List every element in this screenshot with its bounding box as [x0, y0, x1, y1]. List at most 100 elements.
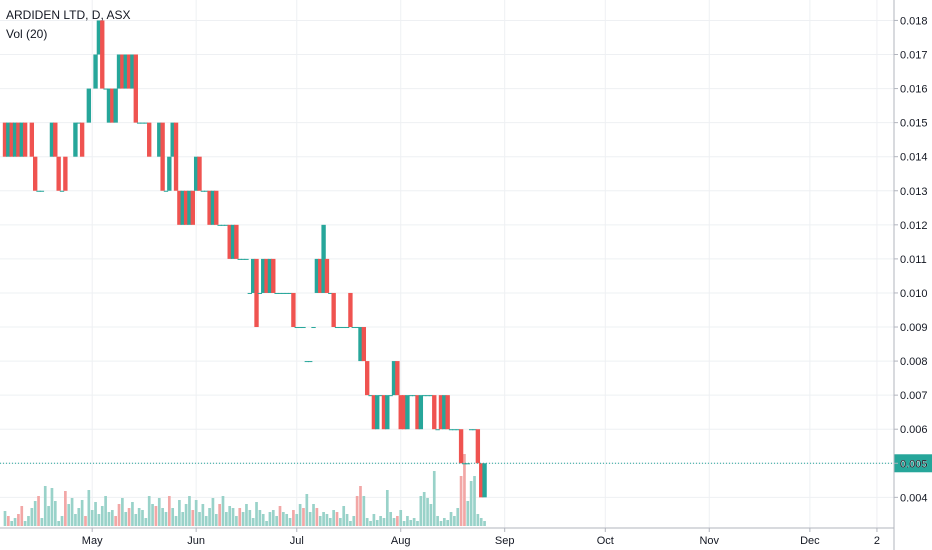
volume-bar [204, 516, 208, 526]
volume-bar [74, 514, 77, 526]
x-tick-label: Nov [699, 535, 719, 547]
candle [351, 327, 356, 329]
volume-bar [302, 508, 305, 526]
candle [224, 224, 229, 226]
candle [110, 88, 115, 123]
volume-bar [396, 516, 399, 526]
volume-bar [446, 520, 450, 526]
volume-bar [77, 508, 81, 526]
candle [177, 190, 182, 225]
volume-bar [308, 512, 312, 526]
candle [193, 156, 199, 191]
volume-bar [241, 512, 245, 526]
volume-bar [3, 511, 7, 526]
candle [9, 122, 14, 157]
candle [341, 327, 346, 329]
y-tick-label: 0.012 [900, 220, 928, 232]
volume-bar [228, 506, 232, 526]
volume-bar [449, 512, 453, 526]
candle [287, 292, 293, 294]
candle [140, 122, 145, 124]
volume-bar [97, 514, 101, 526]
volume-bar [385, 490, 389, 526]
candle [133, 54, 138, 123]
candle [455, 429, 460, 431]
volume-bar [359, 486, 362, 526]
price-axis[interactable]: 0.004 0.005 0.006 0.007 0.008 0.009 0.010 0.011… [893, 0, 928, 550]
volume-bar [305, 494, 309, 526]
candle [29, 122, 35, 157]
candle [180, 190, 185, 225]
volume-bar [282, 512, 285, 526]
candle [250, 258, 256, 293]
candle [12, 122, 18, 157]
volume-bar [57, 521, 60, 526]
volume-bar [198, 512, 201, 526]
volume-bar [224, 512, 228, 526]
candle [452, 429, 457, 431]
candle [294, 327, 299, 329]
candle [445, 395, 450, 430]
volume-bar [121, 498, 124, 526]
x-tick-label: Oct [597, 535, 614, 547]
candle [321, 224, 326, 293]
volume-bar [285, 514, 289, 526]
candle [425, 395, 430, 397]
volume-bar [429, 504, 433, 526]
time-axis[interactable]: May Jun Jul Aug Sep Oct Nov Dec 2 [0, 527, 894, 547]
volume-bar [362, 496, 366, 526]
volume-bar [13, 518, 17, 526]
volume-bar [235, 516, 238, 526]
candle [214, 190, 219, 225]
volume-bar [278, 506, 282, 526]
y-tick-label: 0.004 [900, 492, 928, 504]
symbol-title[interactable]: ARDIDEN LTD, D, ASX [6, 8, 131, 22]
volume-bar [214, 514, 218, 526]
volume-bar [365, 518, 369, 526]
volume-bar [295, 514, 299, 526]
candle [6, 122, 11, 157]
candle [264, 258, 269, 293]
volume-bar [161, 508, 164, 526]
volume-bar [369, 521, 372, 526]
candle [234, 224, 239, 259]
volume-bar [339, 518, 342, 526]
candle [398, 395, 403, 430]
volume-bar [154, 506, 158, 526]
y-tick-label: 0.010 [900, 288, 928, 300]
candle [334, 327, 340, 329]
candles [2, 20, 487, 498]
volume-bar [43, 486, 47, 526]
volume-bar [20, 506, 24, 526]
volume-bar [134, 514, 138, 526]
volume-bar [298, 504, 302, 526]
volume-bar [258, 510, 262, 526]
candle [318, 258, 323, 293]
candle [458, 429, 464, 464]
candle [227, 224, 232, 259]
volume-bar [261, 514, 265, 526]
candle [307, 361, 313, 363]
candle [36, 190, 41, 192]
candle [338, 327, 343, 329]
volume-bar [181, 512, 185, 526]
volume-bar [157, 498, 161, 526]
candle [100, 20, 105, 89]
candle [428, 395, 434, 397]
candle [163, 190, 169, 192]
candle [368, 395, 373, 397]
candle [391, 361, 397, 396]
volume-bar [469, 481, 473, 526]
volume-indicator-label[interactable]: Vol (20) [6, 27, 48, 41]
y-tick-label: 0.015 [900, 118, 928, 130]
candle [401, 395, 407, 430]
candle [442, 395, 447, 430]
candle [76, 122, 81, 124]
candle [415, 395, 420, 430]
volume-bar [251, 518, 255, 526]
volume-bar [90, 510, 94, 526]
candle [479, 463, 484, 498]
candle [468, 429, 474, 431]
volume-bar [80, 500, 84, 526]
